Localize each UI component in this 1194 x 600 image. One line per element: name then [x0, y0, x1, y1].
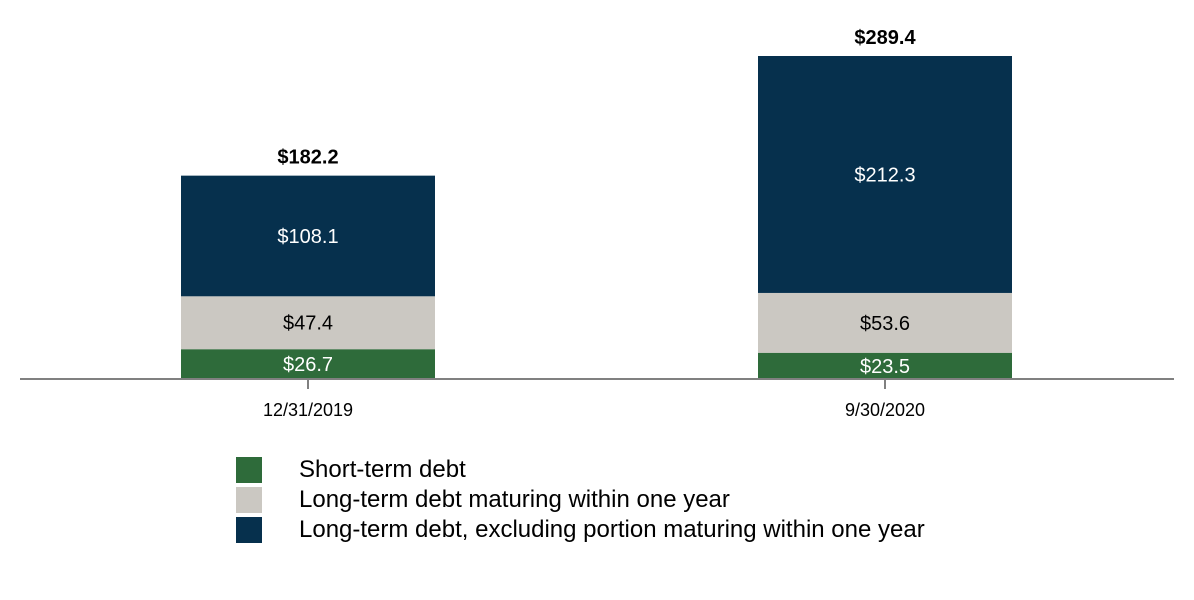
bar-long-term-current-1 — [758, 292, 1012, 353]
data-label-long-term-current-0: $47.4 — [283, 313, 333, 335]
data-label-long-term-noncurrent-0: $108.1 — [277, 226, 338, 248]
data-label-short-term-debt-1: $23.5 — [860, 356, 910, 378]
legend-label: Long-term debt maturing within one year — [299, 486, 730, 513]
x-tick-label-1: 9/30/2020 — [845, 400, 925, 420]
x-tick-label-0: 12/31/2019 — [263, 400, 353, 420]
legend: Short-term debt Long-term debt maturing … — [236, 455, 925, 545]
legend-label: Short-term debt — [299, 456, 466, 483]
total-label-1: $289.4 — [854, 27, 916, 49]
bar-long-term-noncurrent-1 — [758, 56, 1012, 293]
data-label-long-term-current-1: $53.6 — [860, 313, 910, 335]
bar-short-term-debt-0 — [181, 349, 435, 379]
stacked-bar-chart: $26.7 $47.4 $108.1 $182.2 $23.5 $53.6 $212.3 $2… — [20, 27, 1174, 420]
legend-item-short-term-debt: Short-term debt — [236, 455, 925, 485]
total-label-0: $182.2 — [277, 147, 338, 169]
bar-long-term-current-0 — [181, 296, 435, 350]
legend-label: Long-term debt, excluding portion maturi… — [299, 516, 925, 543]
legend-item-long-term-noncurrent: Long-term debt, excluding portion maturi… — [236, 515, 925, 545]
legend-swatch-short-term-debt — [236, 457, 262, 483]
bar-short-term-debt-1 — [758, 352, 1012, 379]
legend-swatch-long-term-current — [236, 487, 262, 513]
legend-swatch-long-term-noncurrent — [236, 517, 262, 543]
legend-item-long-term-current: Long-term debt maturing within one year — [236, 485, 925, 515]
data-label-short-term-debt-0: $26.7 — [283, 354, 333, 376]
data-label-long-term-noncurrent-1: $212.3 — [854, 164, 915, 186]
bar-long-term-noncurrent-0 — [181, 175, 435, 297]
